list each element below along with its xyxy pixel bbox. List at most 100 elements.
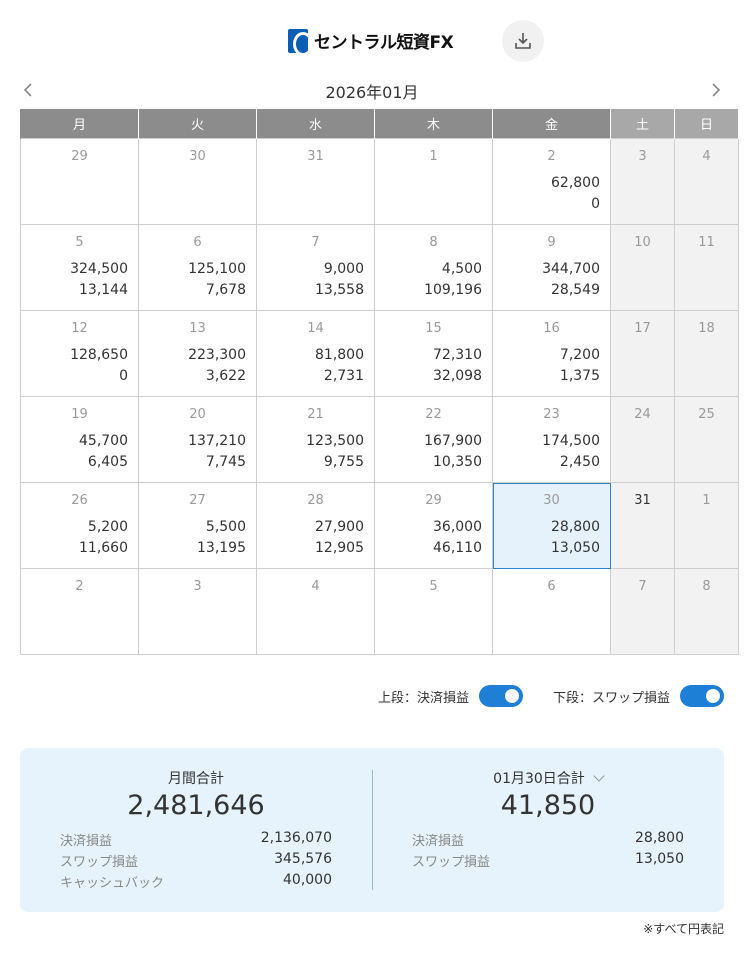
summary-row: 決済損益 28,800 xyxy=(412,830,684,851)
calendar-day-cell[interactable]: 2 62,800 0 xyxy=(492,138,611,225)
upper-settlement-toggle[interactable] xyxy=(479,685,524,707)
chevron-right-icon[interactable] xyxy=(708,82,724,98)
lower-swap-toggle[interactable] xyxy=(680,685,725,707)
swap-pl-value: 12,905 xyxy=(315,540,364,556)
calendar-day-cell[interactable]: 18 xyxy=(674,310,739,397)
swap-pl-value: 7,678 xyxy=(205,282,246,298)
day-number: 3 xyxy=(193,579,202,594)
summary-row: スワップ損益 345,576 xyxy=(60,851,332,872)
calendar-day-cell[interactable]: 15 72,310 32,098 xyxy=(374,310,493,397)
settlement-pl-value: 36,000 xyxy=(433,519,482,535)
calendar-day-cell[interactable]: 31 xyxy=(256,138,375,225)
currency-footnote: ※すべて円表記 xyxy=(643,922,724,936)
calendar-day-cell[interactable]: 20 137,210 7,745 xyxy=(138,396,257,483)
calendar-week-row: 2 3 4 5 6 7 8 xyxy=(20,568,739,655)
weekday-header: 木 xyxy=(374,109,493,139)
chevron-left-icon[interactable] xyxy=(20,82,36,98)
calendar-day-cell[interactable]: 23 174,500 2,450 xyxy=(492,396,611,483)
calendar-day-cell[interactable]: 10 xyxy=(610,224,675,311)
settlement-pl-value: 7,200 xyxy=(559,347,600,363)
weekday-header: 土 xyxy=(610,109,675,139)
swap-pl-value: 11,660 xyxy=(79,540,128,556)
calendar-day-cell[interactable]: 24 xyxy=(610,396,675,483)
calendar-day-cell[interactable]: 6 125,100 7,678 xyxy=(138,224,257,311)
calendar-day-cell[interactable]: 3 xyxy=(138,568,257,655)
calendar-day-cell[interactable]: 28 27,900 12,905 xyxy=(256,482,375,569)
day-number: 4 xyxy=(311,579,320,594)
calendar-day-cell[interactable]: 4 xyxy=(674,138,739,225)
download-button[interactable] xyxy=(502,20,544,62)
calendar-week-row: 29 30 31 1 2 62,800 0 3 4 xyxy=(20,138,739,225)
month-navigation: 2026年01月 xyxy=(0,76,744,104)
calendar-day-cell[interactable]: 29 36,000 46,110 xyxy=(374,482,493,569)
day-number: 8 xyxy=(429,235,438,250)
swap-pl-value: 2,731 xyxy=(323,368,364,384)
calendar-day-cell[interactable]: 13 223,300 3,622 xyxy=(138,310,257,397)
swap-pl-value: 13,195 xyxy=(197,540,246,556)
calendar-day-cell[interactable]: 30 xyxy=(138,138,257,225)
settlement-pl-value: 125,100 xyxy=(188,261,246,277)
day-number: 20 xyxy=(189,407,206,422)
day-number: 10 xyxy=(634,235,651,250)
calendar-day-cell[interactable]: 8 4,500 109,196 xyxy=(374,224,493,311)
brand-logo-mark xyxy=(288,28,308,53)
weekday-header-row: 月 火 水 木 金 土 日 xyxy=(20,109,739,139)
monthly-breakdown: 決済損益 2,136,070 スワップ損益 345,576 キャッシュバック 4… xyxy=(60,830,332,893)
daily-summary: 01月30日合計 41,850 決済損益 28,800 スワップ損益 13,05… xyxy=(372,748,724,912)
settlement-pl-value: 128,650 xyxy=(70,347,128,363)
calendar-day-cell[interactable]: 25 xyxy=(674,396,739,483)
calendar-week-row: 26 5,200 11,660 27 5,500 13,195 28 27,900 12,905… xyxy=(20,482,739,569)
calendar-day-cell[interactable]: 4 xyxy=(256,568,375,655)
calendar-day-cell[interactable]: 12 128,650 0 xyxy=(20,310,139,397)
day-number: 22 xyxy=(425,407,442,422)
calendar-day-cell[interactable]: 1 xyxy=(374,138,493,225)
day-number: 5 xyxy=(75,235,84,250)
day-number: 25 xyxy=(698,407,715,422)
day-number: 2 xyxy=(547,149,556,164)
calendar-day-cell[interactable]: 21 123,500 9,755 xyxy=(256,396,375,483)
swap-pl-value: 1,375 xyxy=(559,368,600,384)
day-number: 4 xyxy=(702,149,711,164)
calendar-day-cell[interactable]: 16 7,200 1,375 xyxy=(492,310,611,397)
calendar-day-cell[interactable]: 22 167,900 10,350 xyxy=(374,396,493,483)
calendar-day-cell[interactable]: 5 xyxy=(374,568,493,655)
calendar-day-cell[interactable]: 19 45,700 6,405 xyxy=(20,396,139,483)
settlement-pl-value: 137,210 xyxy=(188,433,246,449)
calendar-day-cell[interactable]: 30 28,800 13,050 xyxy=(492,482,611,569)
calendar-day-cell[interactable]: 9 344,700 28,549 xyxy=(492,224,611,311)
day-number: 28 xyxy=(307,493,324,508)
day-number: 24 xyxy=(634,407,651,422)
upper-toggle-group: 上段：決済損益 xyxy=(378,685,524,707)
app-header: セントラル短資FX xyxy=(0,18,744,64)
settlement-pl-value: 324,500 xyxy=(70,261,128,277)
calendar-day-cell[interactable]: 3 xyxy=(610,138,675,225)
calendar-day-cell[interactable]: 31 xyxy=(610,482,675,569)
weekday-header: 火 xyxy=(138,109,257,139)
calendar-day-cell[interactable]: 8 xyxy=(674,568,739,655)
upper-toggle-label: 上段：決済損益 xyxy=(378,690,470,706)
settlement-pl-value: 4,500 xyxy=(441,261,482,277)
calendar-day-cell[interactable]: 11 xyxy=(674,224,739,311)
weekday-header: 日 xyxy=(674,109,739,139)
calendar-day-cell[interactable]: 26 5,200 11,660 xyxy=(20,482,139,569)
calendar-day-cell[interactable]: 7 9,000 13,558 xyxy=(256,224,375,311)
calendar-day-cell[interactable]: 2 xyxy=(20,568,139,655)
settlement-pl-value: 5,500 xyxy=(205,519,246,535)
calendar-day-cell[interactable]: 14 81,800 2,731 xyxy=(256,310,375,397)
calendar-day-cell[interactable]: 5 324,500 13,144 xyxy=(20,224,139,311)
settlement-pl-value: 167,900 xyxy=(424,433,482,449)
day-number: 12 xyxy=(71,321,88,336)
calendar-day-cell[interactable]: 29 xyxy=(20,138,139,225)
day-number: 26 xyxy=(71,493,88,508)
calendar-day-cell[interactable]: 6 xyxy=(492,568,611,655)
calendar-day-cell[interactable]: 7 xyxy=(610,568,675,655)
brand-logo-text: セントラル短資FX xyxy=(314,33,454,53)
daily-summary-selector[interactable]: 01月30日合計 xyxy=(372,768,724,788)
weekday-header: 金 xyxy=(492,109,611,139)
display-toggles: 上段：決済損益 下段：スワップ損益 xyxy=(0,685,744,709)
calendar-day-cell[interactable]: 1 xyxy=(674,482,739,569)
swap-pl-value: 13,050 xyxy=(551,540,600,556)
calendar-day-cell[interactable]: 27 5,500 13,195 xyxy=(138,482,257,569)
calendar-day-cell[interactable]: 17 xyxy=(610,310,675,397)
summary-panel: 月間合計 2,481,646 決済損益 2,136,070 スワップ損益 345… xyxy=(20,748,724,912)
